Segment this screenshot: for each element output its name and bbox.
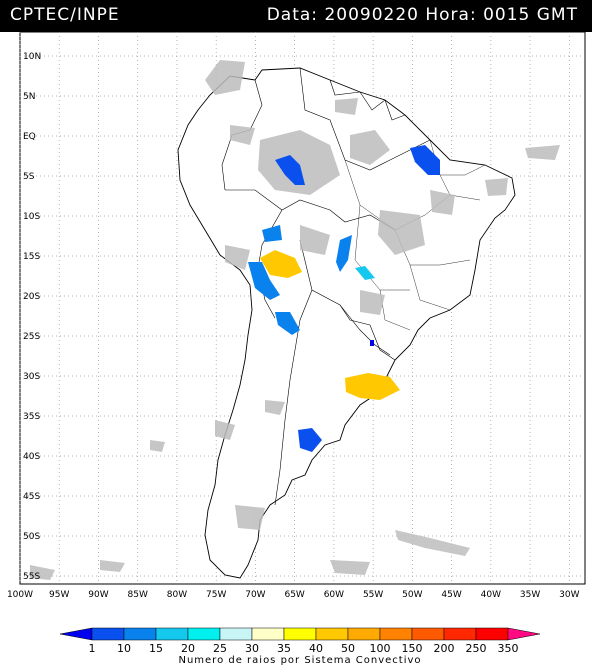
colorbar-tick-label: 50: [341, 642, 355, 655]
colorbar-swatch: [411, 627, 445, 641]
lat-tick-label: 25S: [23, 332, 40, 342]
lon-tick-label: 70W: [245, 590, 265, 600]
colorbar-tick-label: 20: [181, 642, 195, 655]
lat-tick-label: 55S: [23, 572, 40, 582]
source-label: CPTEC/INPE: [10, 5, 120, 25]
colorbar-tick-label: 350: [498, 642, 519, 655]
colorbar-swatch: [187, 627, 221, 641]
convective-cell-4: [260, 250, 302, 278]
lat-tick-label: 10S: [23, 212, 40, 222]
colorbar-swatch: [219, 627, 253, 641]
colorbar-tick-label: 200: [434, 642, 455, 655]
colorbar-swatch: [443, 627, 477, 641]
lon-tick-label: 30W: [559, 590, 579, 600]
colorbar-tick-label: 25: [213, 642, 227, 655]
colorbar-tick-label: 15: [149, 642, 163, 655]
colorbar-title: Numero de raios por Sistema Convectivo: [178, 655, 422, 666]
lon-tick-label: 55W: [363, 590, 383, 600]
country-borders: [221, 67, 431, 506]
lon-tick-label: 90W: [88, 590, 108, 600]
lon-tick-label: 50W: [402, 590, 422, 600]
lon-tick-label: 60W: [324, 590, 344, 600]
lat-tick-label: 20S: [23, 292, 40, 302]
colorbar-tick-label: 30: [245, 642, 259, 655]
lat-tick-label: 45S: [23, 492, 40, 502]
convective-cell-5: [248, 262, 280, 300]
lat-tick-label: 40S: [23, 452, 40, 462]
colorbar-tick-label: 250: [466, 642, 487, 655]
lon-tick-label: 40W: [481, 590, 501, 600]
colorbar-tick-label: 35: [277, 642, 291, 655]
colorbar-swatch: [315, 627, 349, 641]
lat-tick-label: 50S: [23, 532, 40, 542]
lon-tick-label: 65W: [284, 590, 304, 600]
lon-tick-label: 35W: [520, 590, 540, 600]
colorbar-tick-label: 1: [89, 642, 96, 655]
colorbar-swatch: [475, 627, 509, 641]
lat-tick-label: 10N: [23, 52, 41, 62]
lon-tick-label: 85W: [128, 590, 148, 600]
colorbar-tick-label: 10: [117, 642, 131, 655]
colorbar-ticks: 1 10 15 20 25 30 35 40 50 100 150 200 250 350: [89, 642, 519, 655]
datetime-label: Data: 20090220 Hora: 0015 GMT: [266, 5, 578, 25]
convective-cell-10: [345, 373, 400, 400]
colorbar-swatch: [347, 627, 381, 641]
colorbar-swatch: [251, 627, 285, 641]
convective-cell-1: [275, 155, 305, 185]
lon-tick-label: 45W: [441, 590, 461, 600]
cloud-cover: [30, 60, 560, 580]
lat-tick-label: 35S: [23, 412, 40, 422]
convective-cell-11: [298, 428, 322, 452]
map: 100W 95W 90W 85W 80W 75W 70W 65W 60W 55W 50W 45W 40W…: [7, 31, 586, 600]
convective-cell-8: [355, 266, 375, 280]
convective-cell-7: [336, 235, 352, 272]
colorbar-boxes: [59, 627, 541, 641]
colorbar-tick-label: 150: [402, 642, 423, 655]
colorbar: 1 10 15 20 25 30 35 40 50 100 150 200 250 350: [59, 627, 541, 655]
colorbar-swatch: [507, 627, 541, 641]
colorbar-swatch: [379, 627, 413, 641]
convective-cell-6: [275, 312, 300, 335]
axis-labels: 100W 95W 90W 85W 80W 75W 70W 65W 60W 55W 50W 45W 40W…: [7, 52, 580, 600]
convective-cell-9: [370, 340, 374, 346]
convective-cell-2: [410, 145, 440, 175]
lon-tick-label: 100W: [7, 590, 33, 600]
colorbar-swatch: [59, 627, 93, 641]
colorbar-swatch: [91, 627, 125, 641]
convective-systems: [248, 145, 440, 452]
lat-tick-label: EQ: [23, 132, 36, 142]
colorbar-swatch: [283, 627, 317, 641]
colorbar-swatch: [123, 627, 157, 641]
convective-cell-3: [262, 225, 282, 242]
lat-tick-label: 5N: [23, 92, 35, 102]
colorbar-tick-label: 40: [309, 642, 323, 655]
lon-tick-label: 95W: [49, 590, 69, 600]
header-bar: CPTEC/INPE Data: 20090220 Hora: 0015 GMT: [0, 0, 592, 32]
lon-tick-label: 80W: [167, 590, 187, 600]
lat-tick-label: 15S: [23, 252, 40, 262]
lon-tick-label: 75W: [206, 590, 226, 600]
lat-tick-label: 30S: [23, 372, 40, 382]
colorbar-tick-label: 100: [370, 642, 391, 655]
colorbar-swatch: [155, 627, 189, 641]
lat-tick-label: 5S: [23, 172, 35, 182]
